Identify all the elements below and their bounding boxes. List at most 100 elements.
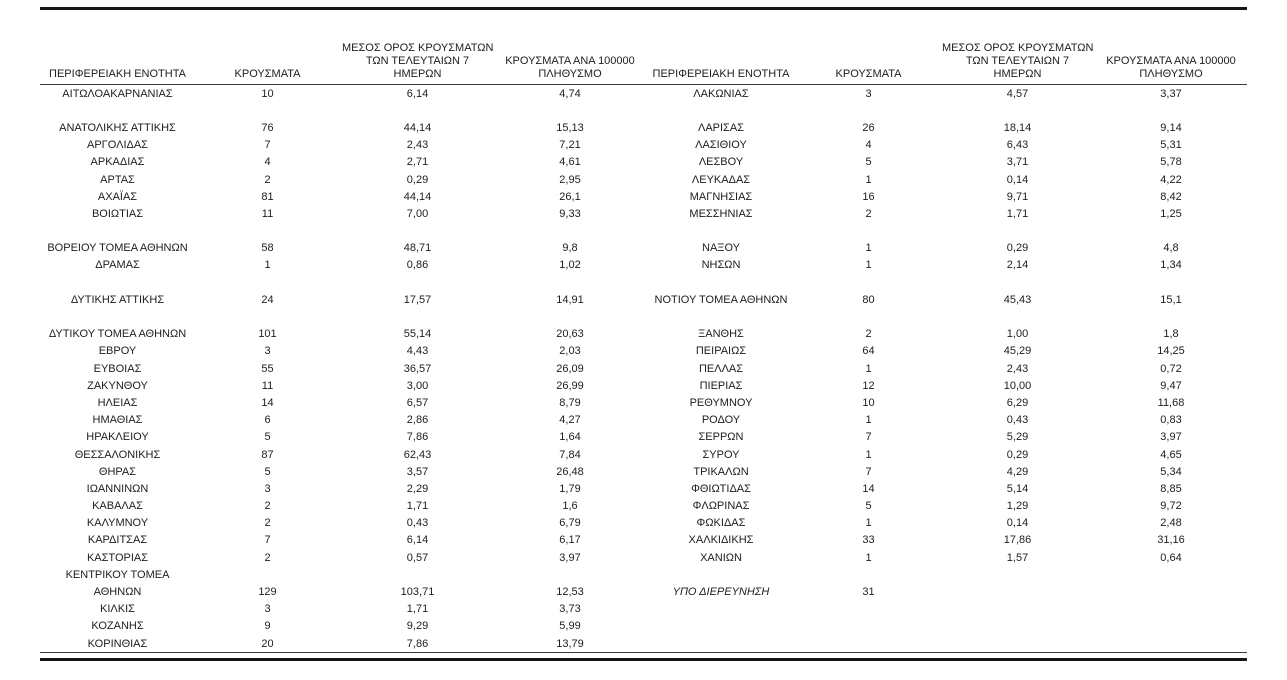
right-region-cell: ΜΕΣΣΗΝΙΑΣ [689,207,753,220]
right-per100k-cell: 9,47 [1160,379,1182,392]
right-per100k-cell: 11,68 [1157,396,1185,409]
right-per100k-cell [1095,274,1247,291]
right-region-cell [645,566,797,583]
left-per100k-cell: 20,63 [556,328,584,341]
left-per100k-cell: 8,79 [559,396,581,409]
left-region-cell: ΔΡΑΜΑΣ [95,259,140,272]
table-row: ΚΟΡΙΝΘΙΑΣ 20 7,86 13,79 [40,635,1247,654]
table-row: ΔΥΤΙΚΗΣ ΑΤΤΙΚΗΣ 24 17,57 14,91 ΝΟΤΙΟΥ ΤΟΜΕΑ … [40,291,1247,308]
left-per100k-cell: 6,17 [559,534,581,547]
table-row: ΚΑΒΑΛΑΣ 2 1,71 1,6 ΦΛΩΡΙΝΑΣ 5 1,29 9,72 [40,498,1247,515]
table-row: ΒΟΡΕΙΟΥ ΤΟΜΕΑ ΑΘΗΝΩΝ 58 48,71 9,8 ΝΑΞΟΥ 1 0,29… [40,240,1247,257]
table-row: ΚΕΝΤΡΙΚΟΥ ΤΟΜΕΑ [40,566,1247,583]
right-region-cell: ΝΑΞΟΥ [702,242,740,255]
right-cases-cell: 14 [862,482,875,495]
left-cases-cell [195,223,340,240]
right-per100k-cell: 0,83 [1160,414,1182,427]
header-per100k-left: ΚΡΟΥΣΜΑΤΑ ΑΝΑ 100000 ΠΛΗΘΥΣΜΟ [495,28,645,85]
right-region-cell [645,618,797,635]
table-row: ΑΙΤΩΛΟΑΚΑΡΝΑΝΙΑΣ 10 6,14 4,74 ΛΑΚΩΝΙΑΣ 3 4,57 3… [40,85,1247,103]
left-avg7-cell: 2,86 [406,414,429,427]
table-row: ΗΜΑΘΙΑΣ 6 2,86 4,27 ΡΟΔΟΥ 1 0,43 0,83 [40,412,1247,429]
right-cases-cell: 5 [865,500,872,513]
left-region-cell: ΑΘΗΝΩΝ [93,586,142,599]
left-cases-cell: 55 [261,362,274,375]
left-cases-cell: 9 [264,620,271,633]
right-region-cell: ΛΑΣΙΘΙΟΥ [695,139,747,152]
right-avg7-cell: 0,14 [1006,517,1029,530]
right-avg7-cell [940,566,1095,583]
table-row: ΑΝΑΤΟΛΙΚΗΣ ΑΤΤΙΚΗΣ 76 44,14 15,13 ΛΑΡΙΣΑΣ 26 1… [40,119,1247,136]
left-per100k-cell [495,566,645,583]
right-region-cell: ΡΟΔΟΥ [701,414,741,427]
table-row [40,308,1247,325]
right-region-cell: ΞΑΝΘΗΣ [698,328,744,341]
header-avg7-right: ΜΕΣΟΣ ΟΡΟΣ ΚΡΟΥΣΜΑΤΩΝ ΤΩΝ ΤΕΛΕΥΤΑΙΩΝ 7 Η… [940,28,1095,85]
table-row: ΚΑΣΤΟΡΙΑΣ 2 0,57 3,97 ΧΑΝΙΩΝ 1 1,57 0,64 [40,549,1247,566]
header-cases-left: ΚΡΟΥΣΜΑΤΑ [195,28,340,85]
right-per100k-cell [1095,308,1247,325]
right-cases-cell: 3 [865,87,872,100]
right-avg7-cell: 0,29 [1006,242,1029,255]
left-per100k-cell: 4,61 [559,156,581,169]
right-region-cell [645,635,797,654]
right-region-cell: ΝΟΤΙΟΥ ΤΟΜΕΑ ΑΘΗΝΩΝ [654,293,788,306]
header-cases-right: ΚΡΟΥΣΜΑΤΑ [797,28,940,85]
right-region-cell: ΛΑΡΙΣΑΣ [697,121,744,134]
left-per100k-cell [495,102,645,119]
left-region-cell: ΖΑΚΥΝΘΟΥ [87,379,148,392]
left-per100k-cell: 5,99 [559,620,581,633]
left-cases-cell [195,102,340,119]
right-avg7-cell: 6,43 [1006,139,1029,152]
right-avg7-cell: 2,14 [1006,259,1029,272]
header-avg7-right-line3: ΗΜΕΡΩΝ [993,68,1042,80]
left-cases-cell: 1 [264,259,271,272]
right-region-cell: ΧΑΛΚΙΔΙΚΗΣ [688,534,754,547]
right-per100k-cell: 1,8 [1163,328,1179,341]
right-per100k-cell: 4,22 [1160,173,1182,186]
right-region-cell: ΜΑΓΝΗΣΙΑΣ [689,190,753,203]
header-row: ΠΕΡΙΦΕΡΕΙΑΚΗ ΕΝΟΤΗΤΑ ΚΡΟΥΣΜΑΤΑ ΜΕΣΟΣ ΟΡΟ… [40,28,1247,85]
left-avg7-cell: 1,71 [406,500,429,513]
left-region-cell: ΚΑΣΤΟΡΙΑΣ [86,551,149,564]
right-per100k-cell: 8,42 [1160,190,1182,203]
right-cases-cell: 1 [865,414,872,427]
right-per100k-cell: 3,97 [1160,431,1182,444]
right-avg7-cell: 4,29 [1006,465,1029,478]
right-per100k-cell [1095,618,1247,635]
right-avg7-cell: 6,29 [1006,396,1029,409]
left-per100k-cell: 1,79 [559,482,581,495]
header-avg7-left: ΜΕΣΟΣ ΟΡΟΣ ΚΡΟΥΣΜΑΤΩΝ ΤΩΝ ΤΕΛΕΥΤΑΙΩΝ 7 Η… [340,28,495,85]
right-avg7-cell: 10,00 [1003,379,1032,392]
table-row: ΗΛΕΙΑΣ 14 6,57 8,79 ΡΕΘΥΜΝΟΥ 10 6,29 11,68 [40,394,1247,411]
left-region-cell: ΘΗΡΑΣ [98,465,137,478]
header-per100k-left-line2: ΠΛΗΘΥΣΜΟ [538,68,602,80]
right-region-cell: ΦΘΙΩΤΙΔΑΣ [691,482,751,495]
left-region-cell [40,308,195,325]
right-region-cell [645,308,797,325]
right-region-cell [645,102,797,119]
left-per100k-cell: 9,8 [562,242,578,255]
top-horizontal-rule [40,7,1247,10]
right-region-cell: ΣΥΡΟΥ [702,448,740,461]
right-region-cell: ΝΗΣΩΝ [701,259,741,272]
left-per100k-cell: 9,33 [559,207,581,220]
right-avg7-cell: 2,43 [1006,362,1029,375]
header-avg7-right-line1: ΜΕΣΟΣ ΟΡΟΣ ΚΡΟΥΣΜΑΤΩΝ [942,42,1094,54]
left-cases-cell: 24 [261,293,274,306]
right-avg7-cell: 1,00 [1006,328,1029,341]
left-per100k-cell: 3,73 [559,603,581,616]
left-cases-cell: 101 [258,328,277,341]
right-cases-cell: 10 [862,396,875,409]
left-avg7-cell: 55,14 [403,328,432,341]
right-region-cell: ΠΕΛΛΑΣ [698,362,744,375]
right-per100k-cell: 0,72 [1160,362,1182,375]
header-avg7-left-line2: ΤΩΝ ΤΕΛΕΥΤΑΙΩΝ 7 [365,55,470,67]
right-per100k-cell: 1,34 [1160,259,1182,272]
right-cases-cell: 80 [862,293,875,306]
right-cases-cell [797,566,940,583]
left-region-cell: ΚΑΡΔΙΤΣΑΣ [87,534,148,547]
left-cases-cell: 2 [264,551,271,564]
left-avg7-cell: 6,57 [406,396,429,409]
right-per100k-cell: 3,37 [1160,87,1182,100]
